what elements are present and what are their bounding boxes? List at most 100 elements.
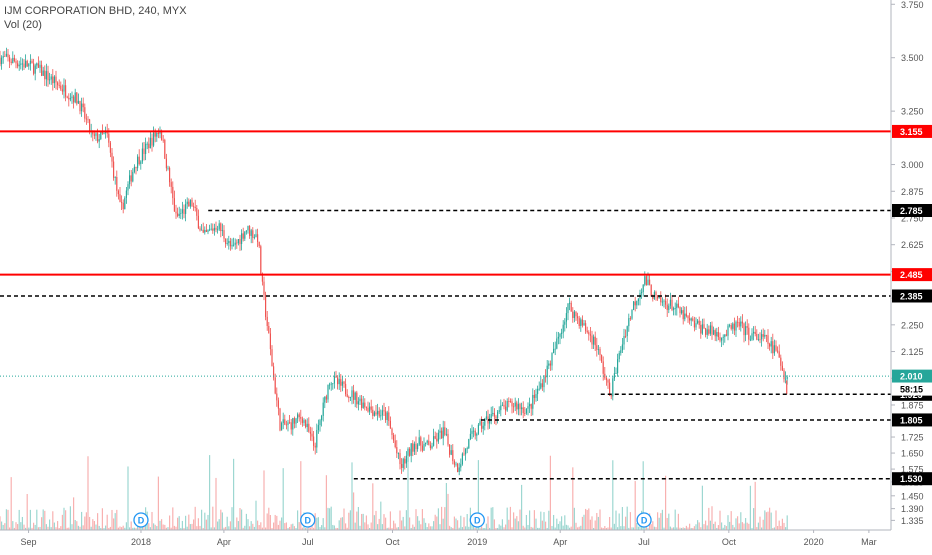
candle-body [492,412,494,415]
volume-bar [690,527,692,530]
candle-body [449,444,451,455]
volume-bar [82,525,84,530]
volume-bar [697,520,699,530]
volume-bar [647,527,649,530]
candle-body [399,453,401,465]
candle-body [191,199,193,207]
candle-body [333,376,335,384]
candle-body [780,357,782,366]
candle-body [177,213,179,217]
volume-bar [205,519,207,530]
candle-body [247,225,249,231]
volume-bar [676,527,678,530]
volume-bar [213,527,215,530]
candle-body [589,334,591,336]
volume-bar [119,526,121,530]
candle-body [135,166,137,169]
volume-bar [428,523,430,530]
candle-body [517,404,519,410]
volume-bar [301,527,303,530]
candle-body [217,229,219,231]
time-axis[interactable]: Sep 2018 Apr Jul Oct 2019 Apr Jul Oct 2020 Mar [0,529,932,550]
candle-body [522,407,524,414]
volume-bar [669,526,671,530]
candle-body [738,322,740,327]
volume-bar [661,509,663,530]
volume-bar [463,517,465,530]
candle-body [316,430,318,448]
volume-bar [452,527,454,530]
volume-bar [653,526,655,530]
candle-body [626,326,628,337]
candle-body [252,230,254,238]
candle-body [263,281,265,295]
volume-bar [122,525,124,530]
volume-bar [324,527,326,530]
volume-bar [663,527,665,530]
volume-bar [473,526,475,530]
candle-body [418,437,420,445]
candle-body [751,333,753,340]
candle-body [239,239,241,244]
volume-bar [100,527,102,530]
candle-body [10,61,12,64]
volume-bar [497,527,499,530]
volume-bar [393,520,395,530]
volume-bar [58,527,60,530]
volume-bar [140,526,142,530]
candle-body [338,379,340,385]
volume-bar [541,520,543,530]
candle-body [775,345,777,351]
volume-bar [172,507,174,530]
price-axis[interactable]: 3.7503.5003.2503.0002.8752.7502.6252.500… [890,0,932,550]
volume-bar [492,507,494,530]
candle-body [185,204,187,214]
candle-body [413,443,415,452]
time-tick-label: Apr [553,537,567,547]
volume-bar [437,508,439,530]
volume-bar [298,522,300,530]
candle-body [676,303,678,309]
volume-bar [737,516,739,530]
volume-bar [5,509,7,530]
volume-bar [538,527,540,530]
candle-body [287,422,289,425]
candle-body [237,239,239,244]
volume-bar [21,516,23,530]
candle-body [401,464,403,468]
volume-bar [199,525,201,530]
candle-body [540,383,542,389]
volume-bar [277,524,279,530]
candle-body [385,411,387,421]
candle-body [434,436,436,439]
candle-body [565,313,567,322]
candle-body [561,332,563,334]
volume-bar [703,524,705,530]
candle-body [169,167,171,183]
volume-bar [25,527,27,530]
candle-body [530,404,532,409]
volume-bar [212,506,214,530]
candle-body [441,430,443,439]
candle-body [273,366,275,378]
volume-bar [599,509,601,530]
candle-body [701,324,703,334]
time-tick-label: Oct [386,537,401,547]
volume-bar [442,518,444,530]
candle-body [175,211,177,214]
legend-volume-indicator[interactable]: Vol (20) [4,19,42,31]
volume-bar [397,527,399,530]
volume-bar [271,527,273,530]
volume-bar [609,516,611,530]
candle-body [505,406,507,411]
volume-bar [725,526,727,530]
candle-body [7,53,9,58]
candle-body [474,430,476,436]
volume-bar [714,521,716,530]
candle-body [39,64,41,68]
volume-bar [777,526,779,530]
dividend-marker-label: D [641,516,648,526]
volume-bar [458,527,460,530]
